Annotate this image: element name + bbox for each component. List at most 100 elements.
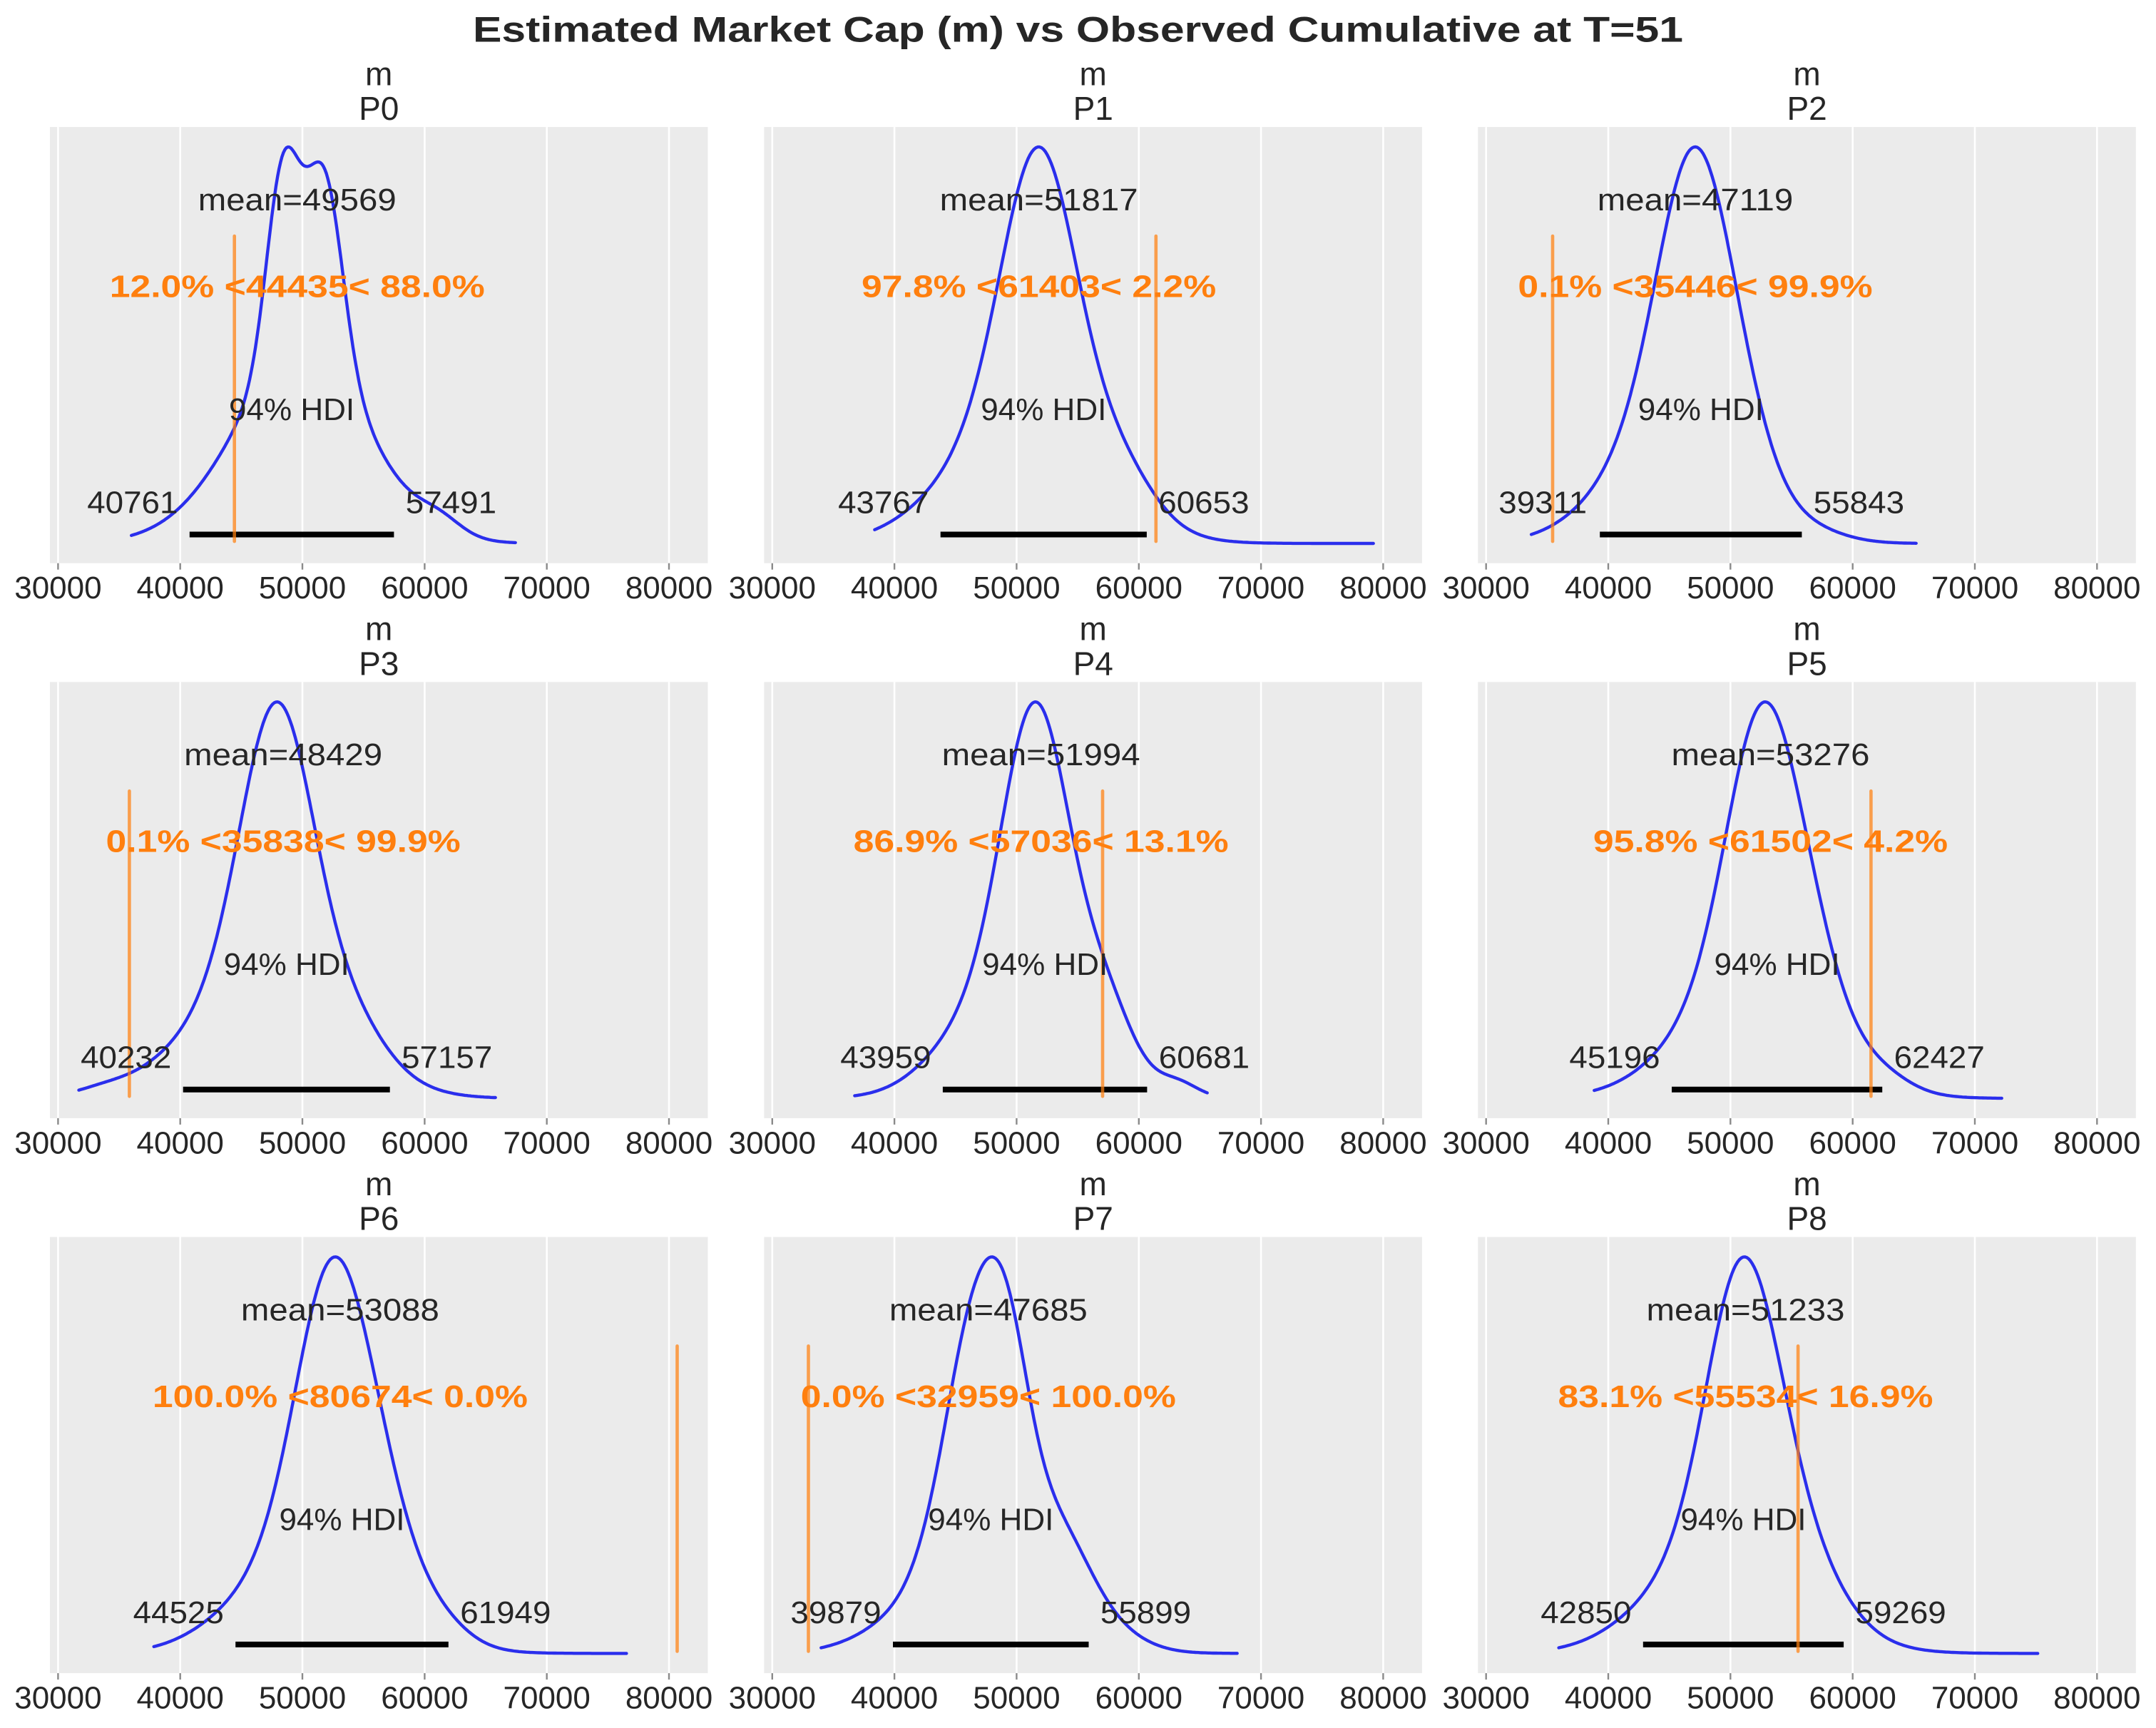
- svg-text:40000: 40000: [851, 1125, 938, 1160]
- svg-text:60653: 60653: [1158, 484, 1249, 520]
- svg-text:50000: 50000: [259, 571, 346, 605]
- svg-text:70000: 70000: [1217, 1125, 1304, 1160]
- svg-text:80000: 80000: [1339, 571, 1426, 605]
- svg-text:94% HDI: 94% HDI: [1638, 392, 1764, 427]
- svg-text:40000: 40000: [851, 571, 938, 605]
- svg-text:40000: 40000: [851, 1681, 938, 1716]
- svg-text:40000: 40000: [137, 1681, 224, 1716]
- svg-text:30000: 30000: [729, 1125, 816, 1160]
- svg-text:40000: 40000: [137, 571, 224, 605]
- svg-text:43767: 43767: [838, 484, 929, 520]
- svg-text:44525: 44525: [133, 1595, 224, 1630]
- svg-text:50000: 50000: [259, 1125, 346, 1160]
- svg-text:m: m: [1793, 55, 1820, 92]
- svg-text:mean=51994: mean=51994: [942, 737, 1140, 772]
- svg-text:97.8% <61403< 2.2%: 97.8% <61403< 2.2%: [862, 270, 1216, 305]
- svg-text:55843: 55843: [1814, 484, 1904, 520]
- svg-text:60681: 60681: [1159, 1040, 1250, 1075]
- svg-text:60000: 60000: [1809, 1681, 1896, 1716]
- svg-text:60000: 60000: [1809, 1125, 1896, 1160]
- svg-text:0.0% <32959< 100.0%: 0.0% <32959< 100.0%: [801, 1379, 1176, 1414]
- svg-text:40000: 40000: [1565, 1125, 1652, 1160]
- svg-text:mean=51233: mean=51233: [1647, 1292, 1845, 1327]
- svg-text:70000: 70000: [1217, 1681, 1304, 1716]
- svg-text:61949: 61949: [460, 1595, 551, 1630]
- svg-text:70000: 70000: [1931, 1681, 2018, 1716]
- svg-text:43959: 43959: [840, 1040, 931, 1075]
- svg-text:80000: 80000: [625, 571, 712, 605]
- svg-text:40000: 40000: [1565, 1681, 1652, 1716]
- svg-text:55899: 55899: [1100, 1595, 1191, 1630]
- svg-text:30000: 30000: [14, 1681, 101, 1716]
- svg-text:57491: 57491: [406, 484, 496, 520]
- svg-text:P7: P7: [1073, 1200, 1113, 1237]
- svg-text:0.1% <35838< 99.9%: 0.1% <35838< 99.9%: [106, 824, 460, 859]
- svg-text:62427: 62427: [1894, 1040, 1985, 1075]
- svg-text:m: m: [1080, 1165, 1107, 1202]
- svg-text:94% HDI: 94% HDI: [279, 1502, 404, 1537]
- svg-text:60000: 60000: [381, 1125, 468, 1160]
- svg-text:50000: 50000: [259, 1681, 346, 1716]
- svg-text:P5: P5: [1787, 645, 1827, 682]
- svg-text:40232: 40232: [81, 1040, 171, 1075]
- svg-text:P2: P2: [1787, 90, 1827, 127]
- svg-text:30000: 30000: [14, 571, 101, 605]
- svg-text:70000: 70000: [1931, 571, 2018, 605]
- svg-text:60000: 60000: [1095, 1125, 1182, 1160]
- svg-text:30000: 30000: [729, 571, 816, 605]
- svg-text:40000: 40000: [1565, 571, 1652, 605]
- svg-text:P3: P3: [359, 645, 399, 682]
- svg-text:70000: 70000: [504, 1125, 591, 1160]
- svg-text:80000: 80000: [2053, 1681, 2140, 1716]
- svg-text:m: m: [365, 55, 392, 92]
- svg-text:95.8% <61502< 4.2%: 95.8% <61502< 4.2%: [1593, 824, 1948, 859]
- svg-text:100.0% <80674< 0.0%: 100.0% <80674< 0.0%: [153, 1379, 528, 1414]
- svg-text:0.1% <35446< 99.9%: 0.1% <35446< 99.9%: [1518, 270, 1872, 305]
- svg-text:m: m: [365, 1165, 392, 1202]
- svg-text:mean=47119: mean=47119: [1598, 183, 1793, 218]
- svg-text:60000: 60000: [1095, 571, 1182, 605]
- svg-text:50000: 50000: [973, 1125, 1060, 1160]
- svg-text:94% HDI: 94% HDI: [1680, 1502, 1806, 1537]
- svg-text:m: m: [1080, 55, 1107, 92]
- svg-text:86.9% <57036< 13.1%: 86.9% <57036< 13.1%: [854, 824, 1229, 859]
- svg-text:P4: P4: [1073, 645, 1113, 682]
- svg-text:70000: 70000: [1217, 571, 1304, 605]
- svg-text:60000: 60000: [381, 571, 468, 605]
- svg-text:m: m: [1793, 1165, 1820, 1202]
- svg-text:mean=47685: mean=47685: [889, 1292, 1088, 1327]
- svg-text:mean=53276: mean=53276: [1672, 737, 1870, 772]
- svg-text:60000: 60000: [1809, 571, 1896, 605]
- svg-text:70000: 70000: [504, 1681, 591, 1716]
- svg-text:94% HDI: 94% HDI: [224, 947, 349, 982]
- svg-text:39311: 39311: [1498, 484, 1587, 520]
- svg-text:m: m: [1793, 610, 1820, 648]
- svg-text:80000: 80000: [625, 1125, 712, 1160]
- svg-text:mean=48429: mean=48429: [184, 737, 382, 772]
- svg-text:39879: 39879: [790, 1595, 881, 1630]
- svg-text:70000: 70000: [504, 571, 591, 605]
- svg-text:mean=53088: mean=53088: [241, 1292, 439, 1327]
- svg-text:P0: P0: [359, 90, 399, 127]
- svg-text:94% HDI: 94% HDI: [982, 947, 1108, 982]
- svg-text:70000: 70000: [1931, 1125, 2018, 1160]
- svg-text:94% HDI: 94% HDI: [981, 392, 1106, 427]
- svg-text:80000: 80000: [625, 1681, 712, 1716]
- svg-text:42850: 42850: [1541, 1595, 1631, 1630]
- svg-text:m: m: [1080, 610, 1107, 648]
- svg-text:94% HDI: 94% HDI: [928, 1502, 1053, 1537]
- svg-text:30000: 30000: [1443, 1681, 1530, 1716]
- svg-text:mean=49569: mean=49569: [198, 183, 397, 218]
- svg-text:50000: 50000: [1687, 571, 1774, 605]
- svg-text:80000: 80000: [2053, 571, 2140, 605]
- svg-text:P8: P8: [1787, 1200, 1827, 1237]
- svg-text:60000: 60000: [1095, 1681, 1182, 1716]
- svg-text:P1: P1: [1073, 90, 1113, 127]
- svg-text:30000: 30000: [1443, 571, 1530, 605]
- svg-text:50000: 50000: [973, 571, 1060, 605]
- svg-text:83.1% <55534< 16.9%: 83.1% <55534< 16.9%: [1558, 1379, 1933, 1414]
- svg-text:50000: 50000: [1687, 1681, 1774, 1716]
- svg-text:50000: 50000: [1687, 1125, 1774, 1160]
- svg-text:30000: 30000: [14, 1125, 101, 1160]
- svg-text:59269: 59269: [1855, 1595, 1946, 1630]
